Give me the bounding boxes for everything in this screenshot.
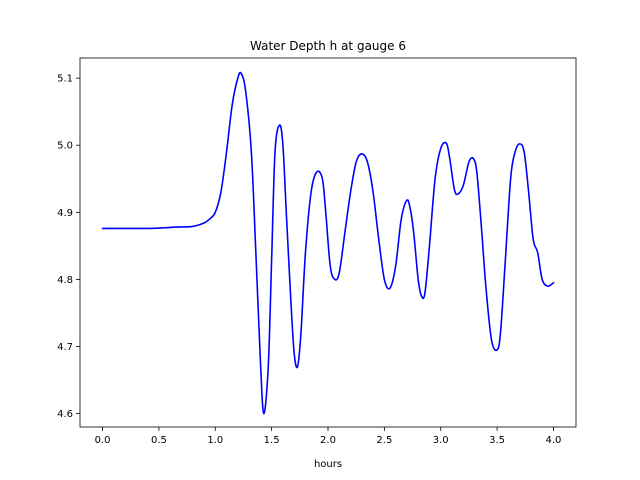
y-tick-label: 5.1 [57, 74, 73, 85]
chart-title: Water Depth h at gauge 6 [250, 39, 406, 53]
x-tick-label: 2.5 [376, 435, 392, 446]
x-axis-ticks: 0.0 0.5 1.0 1.5 2.0 2.5 3.0 3.5 4.0 [95, 427, 562, 446]
x-tick-label: 1.5 [264, 435, 280, 446]
x-tick-label: 4.0 [546, 435, 562, 446]
x-tick-label: 0.0 [95, 435, 111, 446]
x-tick-label: 3.5 [489, 435, 505, 446]
y-axis-ticks: 4.6 4.7 4.8 4.9 5.0 5.1 [57, 74, 80, 420]
x-axis-label: hours [314, 459, 342, 470]
x-tick-label: 3.0 [433, 435, 449, 446]
x-tick-label: 0.5 [151, 435, 167, 446]
series-line-0 [101, 71, 555, 415]
y-tick-label: 4.7 [57, 342, 73, 353]
y-tick-label: 4.9 [57, 208, 73, 219]
x-tick-label: 2.0 [320, 435, 336, 446]
series-layer [101, 71, 555, 415]
x-tick-label: 1.0 [207, 435, 223, 446]
y-tick-label: 4.6 [57, 409, 73, 420]
y-tick-label: 5.0 [57, 141, 73, 152]
y-tick-label: 4.8 [57, 275, 73, 286]
